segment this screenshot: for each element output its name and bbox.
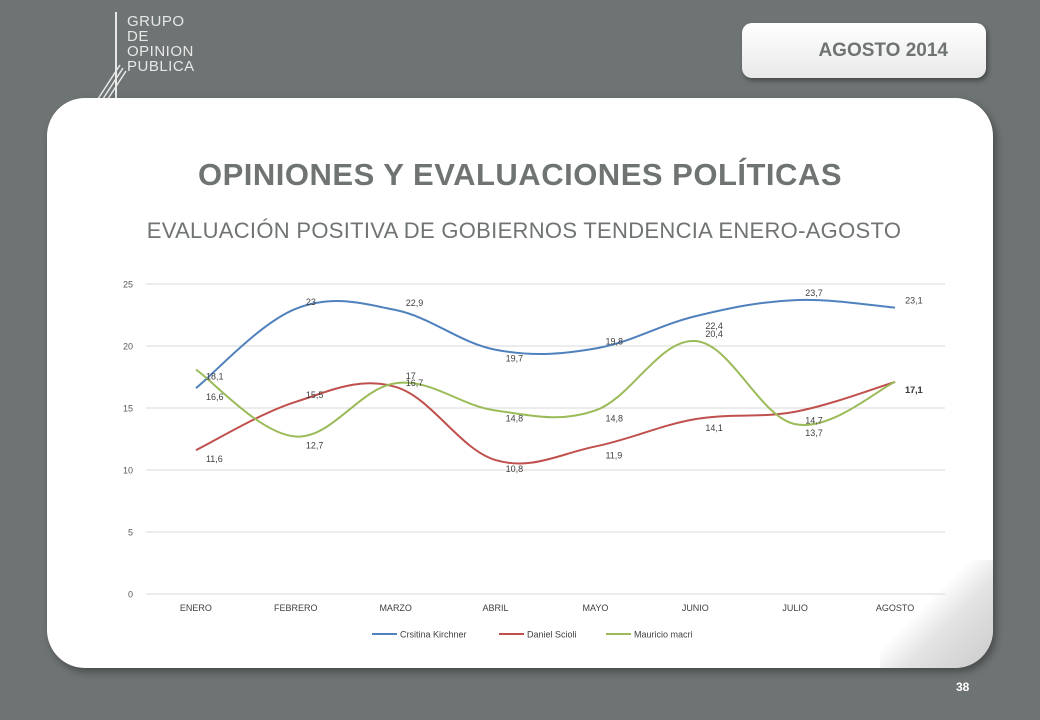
data-label: 22,9 bbox=[406, 298, 424, 308]
x-tick-label: ENERO bbox=[180, 603, 212, 613]
logo-line: OPINION bbox=[127, 43, 194, 60]
data-label: 14,8 bbox=[506, 413, 524, 423]
y-tick-label: 15 bbox=[123, 404, 133, 414]
data-label: 14,8 bbox=[605, 413, 623, 423]
data-label: 14,1 bbox=[705, 423, 723, 433]
data-label: 18,1 bbox=[206, 372, 224, 382]
date-tab: AGOSTO 2014 bbox=[742, 23, 986, 78]
data-label: 15,5 bbox=[306, 390, 324, 400]
date-label: AGOSTO 2014 bbox=[818, 39, 948, 61]
x-tick-label: FEBRERO bbox=[274, 603, 318, 613]
legend-label: Crsitina Kirchner bbox=[400, 630, 467, 640]
series-line bbox=[195, 381, 896, 465]
data-label: 16,7 bbox=[406, 378, 424, 388]
logo-line: PUBLICA bbox=[127, 58, 195, 75]
data-label: 22,4 bbox=[705, 321, 723, 331]
data-label: 11,6 bbox=[206, 454, 223, 464]
data-label: 23,1 bbox=[905, 296, 923, 306]
data-label: 23,7 bbox=[805, 288, 823, 298]
data-label: 19,7 bbox=[506, 354, 524, 364]
x-tick-label: AGOSTO bbox=[876, 603, 914, 613]
y-tick-label: 25 bbox=[123, 280, 133, 290]
legend-label: Mauricio macri bbox=[634, 630, 693, 640]
data-label: 17,1 bbox=[905, 385, 923, 395]
data-label: 14,7 bbox=[805, 416, 823, 426]
data-label: 12,7 bbox=[306, 441, 324, 451]
data-label: 10,8 bbox=[506, 464, 524, 474]
page-number: 38 bbox=[956, 680, 970, 694]
y-tick-label: 20 bbox=[123, 342, 133, 352]
x-tick-label: MARZO bbox=[379, 603, 412, 613]
data-label: 17,1 bbox=[905, 385, 923, 395]
data-label: 17 bbox=[406, 371, 416, 381]
x-tick-label: JULIO bbox=[782, 603, 808, 613]
content-card bbox=[47, 98, 993, 668]
logo-line: GRUPO bbox=[127, 13, 185, 30]
page-curl bbox=[880, 560, 993, 668]
data-label: 13,7 bbox=[805, 428, 823, 438]
x-tick-label: JUNIO bbox=[682, 603, 709, 613]
y-tick-label: 10 bbox=[123, 466, 133, 476]
series-line bbox=[195, 340, 896, 438]
logo-line: DE bbox=[127, 28, 149, 45]
data-label: 23 bbox=[306, 297, 316, 307]
x-tick-label: MAYO bbox=[583, 603, 609, 613]
series-line bbox=[195, 298, 896, 389]
y-tick-label: 5 bbox=[128, 528, 133, 538]
data-label: 16,6 bbox=[206, 392, 224, 402]
data-label: 11,9 bbox=[605, 450, 622, 460]
logo-text: GRUPO DE OPINION PUBLICA bbox=[127, 14, 195, 74]
slide-subtitle: EVALUACIÓN POSITIVA DE GOBIERNOS TENDENC… bbox=[146, 218, 902, 243]
data-label: 19,8 bbox=[605, 336, 623, 346]
x-tick-label: ABRIL bbox=[483, 603, 509, 613]
data-label: 20,4 bbox=[705, 329, 723, 339]
slide-title: OPINIONES Y EVALUACIONES POLÍTICAS bbox=[198, 157, 842, 192]
y-tick-label: 0 bbox=[128, 590, 133, 600]
legend-label: Daniel Scioli bbox=[527, 630, 577, 640]
